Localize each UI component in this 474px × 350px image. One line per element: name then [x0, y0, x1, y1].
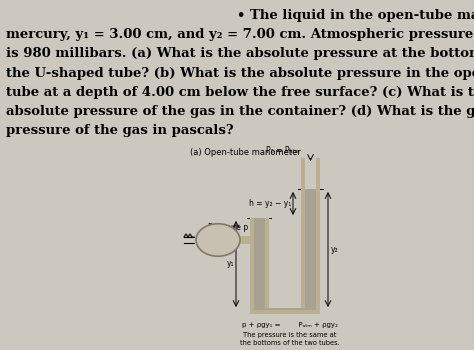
Bar: [254, 218, 265, 310]
Text: (a) Open-tube manometer: (a) Open-tube manometer: [190, 148, 301, 157]
Bar: [250, 218, 254, 310]
Bar: [265, 218, 269, 310]
Bar: [301, 158, 305, 310]
Text: the bottoms of the two tubes.: the bottoms of the two tubes.: [240, 340, 340, 346]
Text: h = y₂ − y₁: h = y₂ − y₁: [249, 199, 291, 208]
Circle shape: [196, 224, 240, 256]
Bar: [316, 158, 320, 310]
Text: P₀ = Pₐₜₘ: P₀ = Pₐₜₘ: [266, 146, 300, 155]
Text: pressure of the gas in pascals?: pressure of the gas in pascals?: [6, 124, 233, 137]
Text: mercury, y₁ = 3.00 cm, and y₂ = 7.00 cm. Atmospheric pressure: mercury, y₁ = 3.00 cm, and y₂ = 7.00 cm.…: [6, 28, 473, 41]
Text: • The liquid in the open-tube manometer in Fig. 12.8a is: • The liquid in the open-tube manometer …: [237, 9, 474, 22]
Text: y₂: y₂: [331, 245, 338, 254]
Bar: [305, 189, 316, 310]
Text: The pressure is the same at: The pressure is the same at: [243, 332, 337, 338]
Text: the U-shaped tube? (b) What is the absolute pressure in the open: the U-shaped tube? (b) What is the absol…: [6, 66, 474, 79]
Bar: [265, 308, 305, 310]
Text: Pressure p: Pressure p: [208, 223, 248, 232]
Text: tube at a depth of 4.00 cm below the free surface? (c) What is the: tube at a depth of 4.00 cm below the fre…: [6, 86, 474, 99]
Bar: [250, 310, 320, 314]
Bar: [240, 236, 250, 244]
Text: p + ρgy₁ =        Pₐₜₘ + ρgy₂: p + ρgy₁ = Pₐₜₘ + ρgy₂: [242, 322, 338, 328]
Text: y₁: y₁: [227, 259, 234, 268]
Text: is 980 millibars. (a) What is the absolute pressure at the bottom of: is 980 millibars. (a) What is the absolu…: [6, 47, 474, 60]
Text: absolute pressure of the gas in the container? (d) What is the gauge: absolute pressure of the gas in the cont…: [6, 105, 474, 118]
